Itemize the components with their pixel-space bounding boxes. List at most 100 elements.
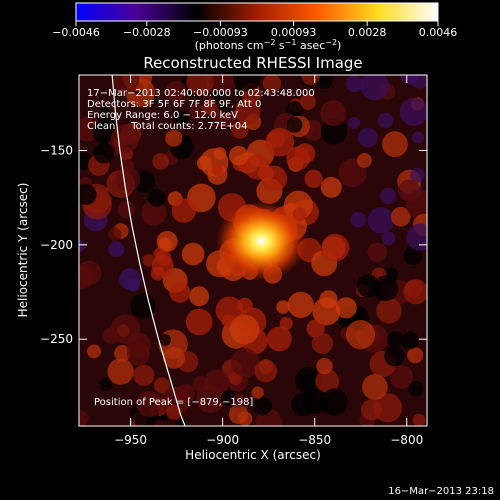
heat-blob [79,266,93,290]
heat-blob [230,348,260,378]
heat-blob [126,333,151,358]
heat-blob [169,282,191,303]
colorbar-units: (photons cm−2 s−1 asec−2) [195,38,342,52]
heat-blob [158,333,171,346]
heat-blob [185,308,213,336]
info-line-detectors: Detectors: 3F 5F 6F 7F 8F 9F, Att 0 [87,99,261,110]
heat-blob [382,131,408,158]
info-line-energy: Energy Range: 6.0 − 12.0 keV [87,110,238,121]
heat-blob [408,75,427,89]
heat-blob [196,155,212,171]
colorbar-tick-label: −0.0028 [123,26,171,39]
heat-blob [407,347,424,364]
heat-blob [102,327,119,344]
heat-blob [192,375,210,393]
heat-blob [189,286,210,307]
heat-blob [254,359,278,383]
colorbar-tick-label: 0.0046 [419,26,458,39]
heat-blob [111,75,140,94]
heat-blob [79,240,85,252]
heat-blob [173,110,189,126]
heat-blob [348,117,361,129]
x-axis-ticks: −950 −900 −850 −800 [114,75,423,447]
heat-blob [237,297,253,313]
heat-blob [108,241,125,258]
heat-blob [189,104,205,120]
heat-blob [389,365,414,389]
y-tick-label: −200 [40,238,73,252]
heat-blob [350,211,367,228]
y-axis-label: Heliocentric Y (arcsec) [16,183,30,318]
heat-blob [136,391,162,417]
heat-blob [181,242,205,266]
heat-blob [99,377,113,391]
heat-blob [171,198,197,223]
heat-blob [400,331,419,350]
heat-blob [79,410,89,426]
heat-blob [408,381,424,397]
colorbar-tick-label: −0.00093 [193,26,248,39]
heat-blob [403,279,427,305]
heat-blob [165,80,187,102]
heat-blob [220,390,237,406]
plot-frame [78,74,428,427]
heat-blob [79,183,97,205]
info-line-time: 17−Mar−2013 02:40:00.000 to 02:43:48.000 [87,88,315,99]
heat-blob [244,154,270,180]
heat-blob [211,75,238,93]
heat-blob [358,127,378,148]
heat-blob [381,231,396,246]
heat-blob [107,358,134,385]
heat-blob [115,166,141,192]
heat-blob [384,345,405,367]
heat-blob [312,297,341,326]
heat-blob [299,93,316,110]
solar-limb-line [111,75,186,426]
heat-blob [231,121,249,139]
heat-blob [315,369,340,393]
heat-blob [204,369,230,395]
heat-blob [360,75,390,101]
heat-blob [228,145,249,166]
heat-blob [410,167,425,183]
heat-blob [142,254,155,267]
heat-blob [158,237,173,252]
heat-blob [412,131,425,144]
x-axis-label: Heliocentric X (arcsec) [185,448,321,462]
heat-blob [320,100,347,127]
heat-blob [320,388,348,416]
heat-blob [321,233,350,262]
heat-blob [335,297,357,319]
heat-blob [165,129,183,147]
heat-blob [119,158,134,173]
heat-blob [360,399,382,421]
heat-blob [300,374,316,390]
heat-blob [114,345,131,362]
heat-blob [141,200,167,226]
heat-blob [387,331,404,348]
heat-blob [377,112,394,129]
heat-blob [99,107,112,120]
heat-blob [376,298,402,324]
footer-timestamp: 16−Mar−2013 23:18 [388,486,494,497]
colorbar-tick-label: −0.0046 [52,26,100,39]
heat-blob [406,223,427,251]
heat-blob [262,75,282,93]
y-axis-ticks: −150 −200 −250 [40,143,427,346]
heat-blob [152,153,169,170]
heat-blob [153,377,171,394]
heat-blob [166,404,182,420]
heat-blob [398,179,420,202]
heat-blob [379,187,397,205]
y-tick-label: −150 [40,143,73,157]
heat-blob [163,346,185,369]
colorbar-frame [75,2,439,22]
heat-blob [234,98,261,125]
x-tick-label: −800 [390,433,423,447]
heat-blob [320,176,342,198]
heat-blob [316,357,333,375]
x-tick-label: −950 [114,433,147,447]
heat-blob [186,75,214,96]
heat-blob [367,207,394,234]
heat-blob [211,164,224,177]
